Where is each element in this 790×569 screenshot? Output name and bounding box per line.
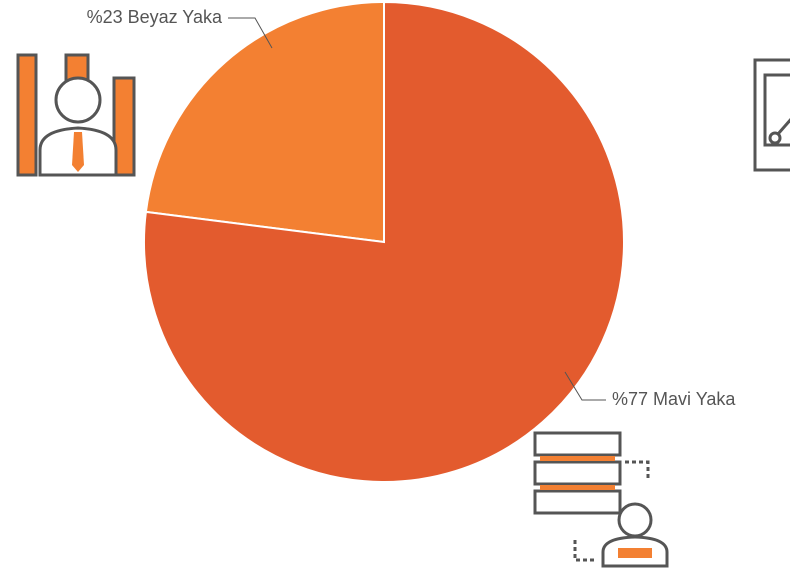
pie: %23 Beyaz Yaka %77 Mavi Yaka <box>87 0 736 483</box>
pie-slice <box>143 0 625 483</box>
slice-label: %23 Beyaz Yaka <box>87 7 223 27</box>
white-collar-icon <box>16 53 136 177</box>
leader-line <box>564 371 606 401</box>
pie-slice <box>144 0 385 244</box>
slice-label: %77 Mavi Yaka <box>612 389 736 409</box>
leader-line <box>228 17 273 49</box>
document-icon <box>753 58 790 172</box>
blue-collar-icon <box>533 431 669 568</box>
